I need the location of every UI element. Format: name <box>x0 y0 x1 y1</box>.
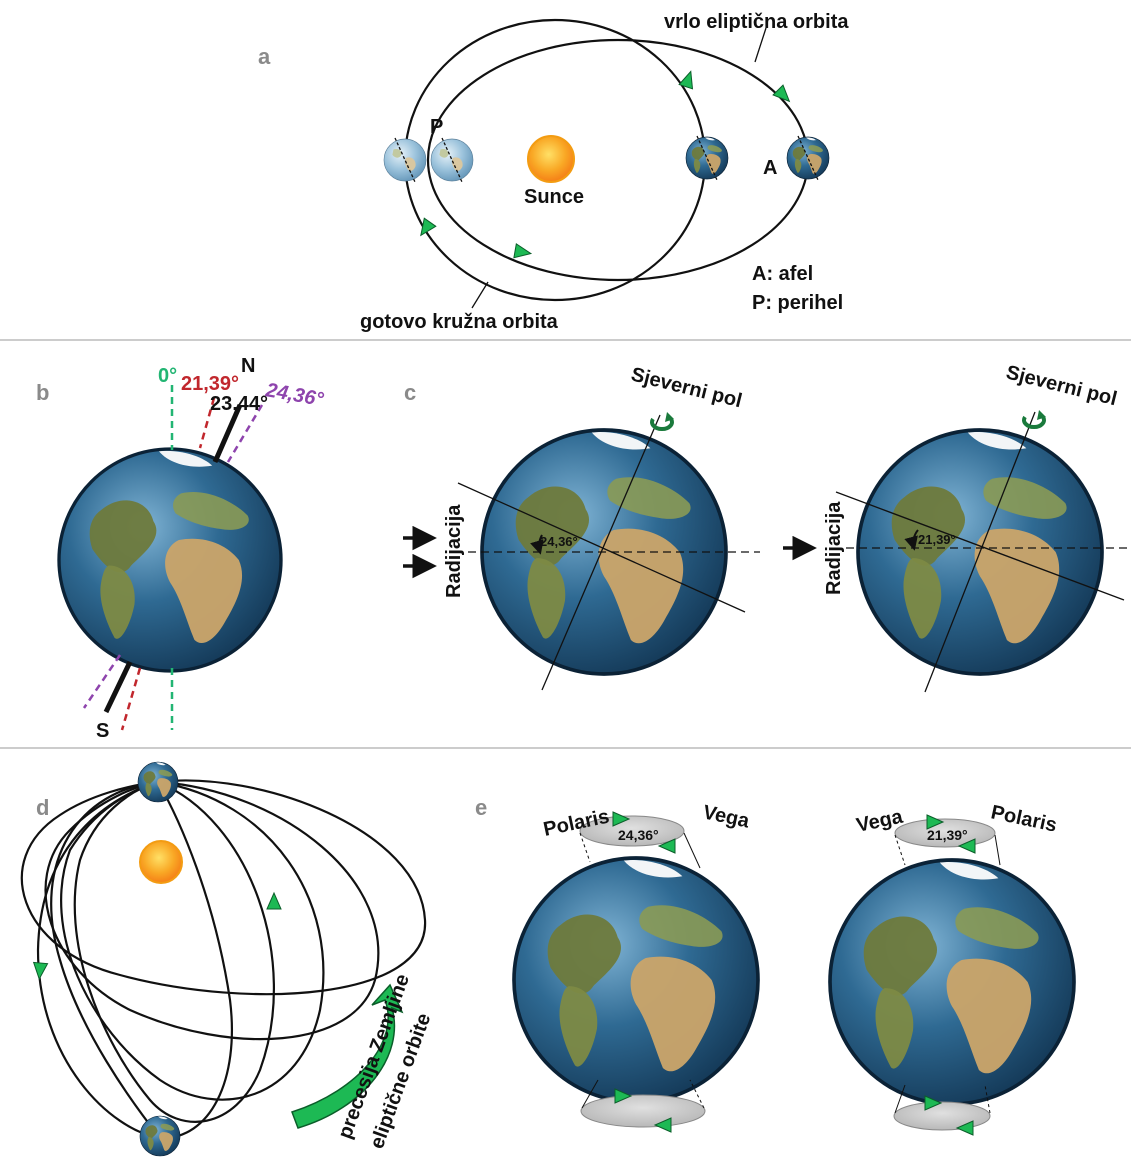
angle-2436-label: 24,36° <box>263 379 326 411</box>
earth-globe-icon <box>137 761 179 803</box>
tilt-angle-label-2: 21,39° <box>918 532 956 547</box>
sun-icon <box>527 135 575 183</box>
equator-line <box>835 491 1125 601</box>
precession-angle-right: 21,39° <box>927 827 968 843</box>
precession-cone-top <box>894 818 996 848</box>
panel-letter-a: a <box>258 44 271 69</box>
star-label-vega-left: Vega <box>701 801 752 832</box>
precession-cone-bottom <box>893 1101 991 1131</box>
tilt-angle-label-1: 24,36° <box>540 534 578 549</box>
perihelion-marker: P <box>430 116 443 138</box>
earth-globe-icon <box>828 858 1076 1106</box>
very-elliptical-orbit-label: vrlo eliptična orbita <box>664 11 849 33</box>
star-label-polaris-right: Polaris <box>989 801 1059 836</box>
earth-globe-icon <box>512 856 760 1104</box>
equator-line <box>457 482 746 613</box>
radiation-label-2: Radijacija <box>823 501 845 595</box>
panel-letter-b: b <box>36 380 49 405</box>
very-elliptical-orbit <box>426 38 810 282</box>
rotation-arrow-icon <box>650 412 674 432</box>
orbit-direction-arrow-icon <box>678 68 698 90</box>
north-label: N <box>241 355 255 377</box>
orbit-direction-arrow-icon <box>772 84 795 107</box>
panel-a-earths <box>383 135 830 183</box>
legend-aphelion: A: afel <box>752 263 813 285</box>
orbit-direction-arrow-icon <box>31 961 49 981</box>
earth-globe-icon <box>139 1115 181 1157</box>
angle-2139-label: 21,39° <box>181 373 239 395</box>
earth-globe-icon <box>430 138 474 182</box>
orbit-direction-arrow-icon <box>266 892 282 910</box>
panel-letter-d: d <box>36 795 49 820</box>
panel-letter-c: c <box>404 380 416 405</box>
earth-globe-icon <box>57 447 283 673</box>
angle-2344-label: 23,44° <box>210 393 268 415</box>
north-pole-label-2: Sjeverni pol <box>1004 362 1119 411</box>
radiation-label-1: Radijacija <box>443 504 465 598</box>
panel-letter-e: e <box>475 795 487 820</box>
legend-perihelion: P: perihel <box>752 292 843 314</box>
precession-arrow-icon <box>291 983 404 1129</box>
orbit-direction-arrow-icon <box>513 243 533 261</box>
rotation-arrow-icon <box>1022 410 1046 430</box>
orbit-direction-arrow-icon <box>414 217 437 240</box>
precession-angle-left: 24,36° <box>618 827 659 843</box>
south-label: S <box>96 720 109 742</box>
precession-cone-bottom <box>580 1094 706 1128</box>
sun-label: Sunce <box>524 186 584 208</box>
north-pole-label-1: Sjeverni pol <box>629 364 744 413</box>
precession-cone-top <box>579 815 685 847</box>
earth-globe-icon <box>685 136 729 180</box>
angle-0-label: 0° <box>158 365 177 387</box>
earth-globe-icon <box>786 136 830 180</box>
tilt-axes <box>82 385 264 731</box>
aphelion-marker: A <box>763 157 777 179</box>
near-circular-orbit-label: gotovo kružna orbita <box>360 311 559 333</box>
earth-globe-icon <box>383 138 427 182</box>
sun-icon <box>139 840 183 884</box>
rotation-axis <box>924 411 1036 693</box>
